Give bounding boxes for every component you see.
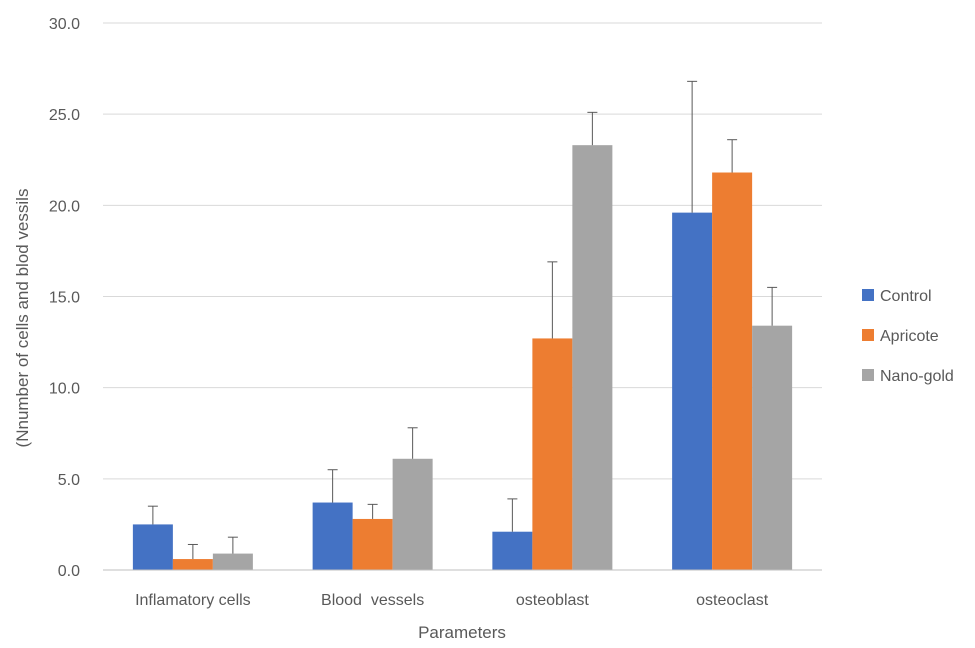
bar-control [312, 502, 353, 570]
bar-apricote [532, 338, 573, 570]
bars [132, 145, 793, 571]
axes: 0.0 5.0 10.0 15.0 20.0 25.0 30.0 Inflamatory ce… [49, 16, 822, 609]
bar-nano-gold [572, 145, 613, 570]
x-tick-label: osteoblast [516, 592, 589, 609]
bar-nano-gold [212, 553, 253, 570]
y-tick-label: 5.0 [58, 472, 80, 489]
y-tick-label: 0.0 [58, 563, 80, 580]
bar-control [492, 531, 533, 570]
x-tick-label: osteoclast [696, 592, 769, 609]
legend-swatch [862, 369, 874, 381]
x-axis-title: Parameters [418, 623, 506, 642]
bar-apricote [712, 172, 753, 570]
legend-label: Control [880, 288, 932, 305]
y-axis-title: (Nnumber of cells and blod vessils [13, 189, 32, 448]
bar-apricote [352, 518, 393, 570]
legend-label: Apricote [880, 328, 939, 345]
y-tick-label: 30.0 [49, 16, 80, 33]
y-tick-label: 20.0 [49, 198, 80, 215]
bar-control [672, 212, 713, 571]
x-tick-label: Inflamatory cells [135, 592, 251, 609]
bar-nano-gold [392, 458, 433, 570]
y-tick-label: 25.0 [49, 107, 80, 124]
legend-label: Nano-gold [880, 368, 954, 385]
y-tick-label: 10.0 [49, 381, 80, 398]
gridlines [103, 22, 822, 571]
y-tick-label: 15.0 [49, 290, 80, 307]
legend-swatch [862, 329, 874, 341]
bar-control [132, 524, 173, 570]
legend-swatch [862, 289, 874, 301]
legend: Control Apricote Nano-gold [862, 288, 954, 385]
bar-apricote [172, 559, 213, 570]
x-tick-label: Blood vessels [321, 592, 424, 609]
bar-nano-gold [752, 325, 793, 570]
error-bars [147, 80, 778, 560]
